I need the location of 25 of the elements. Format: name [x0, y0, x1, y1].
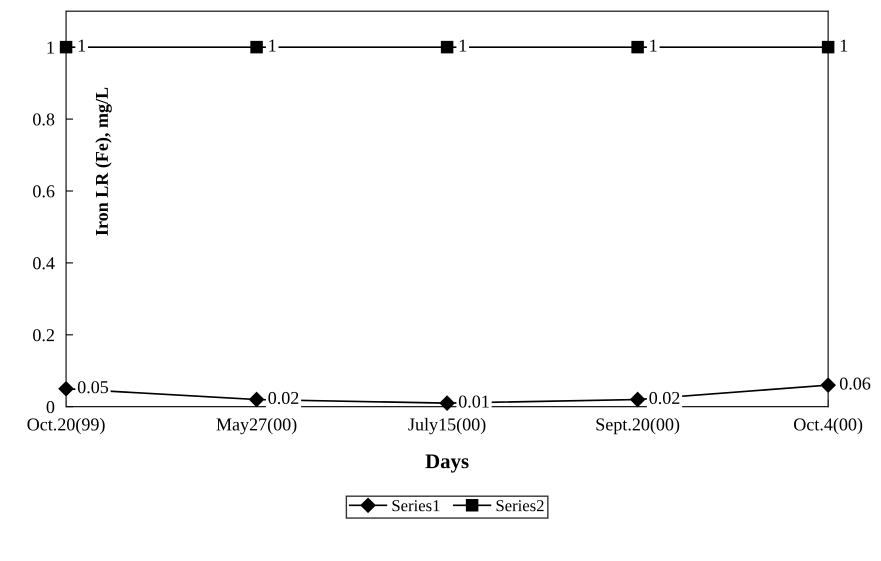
- y-tick-label: 1: [48, 42, 54, 54]
- data-label: 1: [269, 40, 276, 52]
- legend-label: Series1: [392, 500, 440, 512]
- y-tick-label: 0.6: [33, 185, 54, 198]
- x-tick-label: Oct.20(99): [27, 418, 105, 434]
- x-tick-label: July15(00): [408, 418, 486, 434]
- data-label: 0.02: [268, 392, 298, 404]
- data-label: 0.06: [840, 377, 870, 390]
- data-label: 1: [840, 40, 848, 52]
- data-label: 0.01: [458, 395, 489, 408]
- data-label: 1: [650, 40, 657, 52]
- x-axis-title: Days: [425, 454, 469, 473]
- y-axis-title: Iron LR (Fe), mg/L: [95, 88, 112, 236]
- x-tick-label: May27(00): [216, 418, 296, 434]
- legend-label: Series2: [496, 500, 544, 512]
- data-label: 1: [78, 40, 86, 52]
- y-tick-label: 0: [46, 400, 54, 414]
- x-tick-label: Oct.4(00): [794, 418, 862, 434]
- y-tick-label: 0.2: [33, 329, 54, 342]
- data-label: 0.05: [78, 381, 108, 394]
- data-label: 0.02: [649, 392, 680, 404]
- y-tick-label: 0.8: [33, 113, 54, 126]
- data-label: 1: [460, 40, 466, 52]
- y-tick-label: 0.4: [33, 257, 55, 270]
- x-tick-label: Sept.20(00): [596, 418, 680, 434]
